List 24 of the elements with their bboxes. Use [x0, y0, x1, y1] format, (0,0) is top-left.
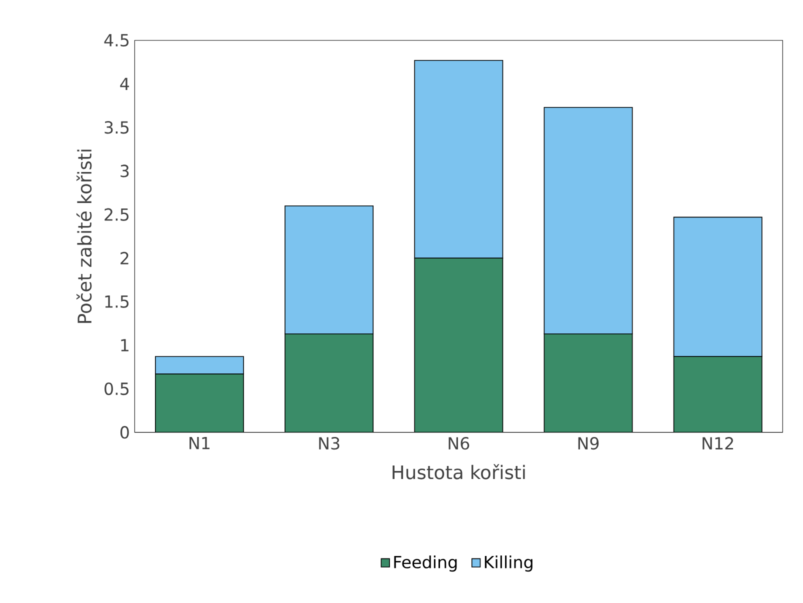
legend-label: Feeding [394, 556, 457, 572]
x-tick-label: N6 [448, 437, 470, 450]
bar [414, 258, 503, 432]
y-tick-label: 1 [121, 339, 128, 352]
y-tick-label: 2 [120, 252, 128, 264]
y-tick-label: 0 [120, 426, 129, 439]
y-tick-label: 0.5 [104, 382, 128, 396]
x-tick-label: N3 [319, 437, 340, 450]
x-axis-title: Hustota kořisti [392, 464, 525, 480]
legend-label: Killing [484, 556, 532, 572]
bar [673, 356, 762, 432]
bar [285, 334, 374, 432]
y-tick-label: 3.5 [104, 121, 128, 134]
x-tick-label: N9 [578, 437, 599, 450]
y-tick-label: 4.5 [104, 34, 128, 47]
y-tick-label: 2.5 [104, 208, 128, 221]
y-tick-label: 4 [120, 78, 130, 90]
bar [544, 334, 632, 432]
x-tick-label: N1 [190, 437, 210, 450]
x-tick-label: N12 [702, 437, 734, 450]
y-tick-label: 1.5 [105, 295, 128, 308]
y-axis-title: Počet zabité kořisti [76, 150, 92, 323]
y-tick-label: 3 [120, 164, 129, 178]
bar [155, 374, 244, 432]
